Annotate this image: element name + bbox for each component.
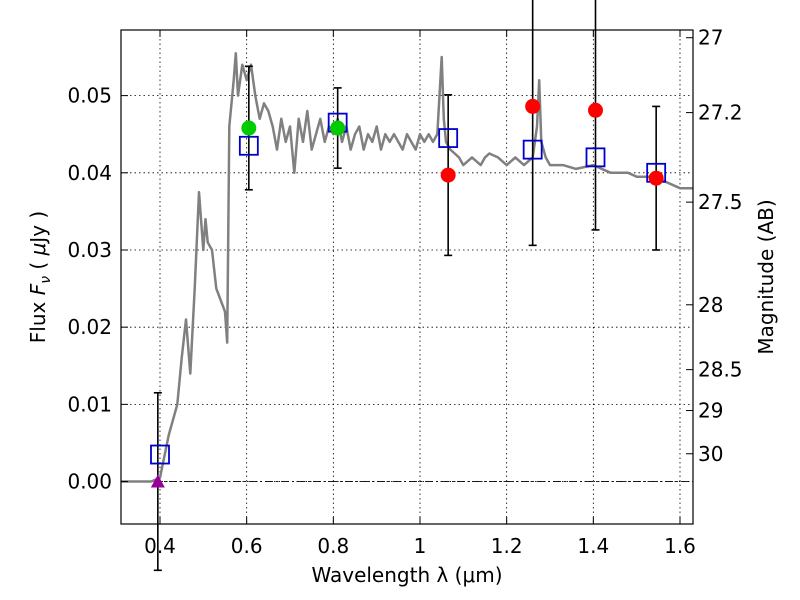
right-tick-label: 28	[698, 293, 723, 317]
x-tick-label: 1.2	[491, 534, 523, 558]
model-flux-square	[522, 139, 543, 160]
x-tick-label: 0.8	[317, 534, 349, 558]
hst-flux-point	[241, 120, 257, 136]
x-tick-label: 1.6	[664, 534, 696, 558]
x-tick-label: 1.4	[577, 534, 609, 558]
nir-flux-point	[440, 167, 456, 183]
model-flux-square	[150, 444, 170, 465]
right-tick-label: 27.5	[698, 190, 743, 214]
y-axis-title: Flux Fν ( μJy )	[26, 211, 54, 343]
plot-frame	[120, 29, 694, 525]
x-tick-label: 1	[414, 534, 427, 558]
right-axis-title: Magnitude (AB)	[754, 199, 778, 354]
model-flux-square	[585, 147, 606, 168]
right-tick-label: 28.5	[698, 358, 743, 382]
model-flux-square	[438, 128, 459, 148]
y-tick-label: 0.03	[67, 238, 112, 262]
plot-background	[121, 30, 693, 524]
y-tick-label: 0.02	[67, 315, 112, 339]
nondetection-triangle	[150, 474, 165, 488]
ticks-layer: 0.4 0.6 0.8 1 1.2 1.4 1.6 0.00 0.01 0.02 0.03 0.04 0…	[67, 26, 742, 558]
model-spectrum-line	[121, 51, 693, 483]
model-flux-square	[238, 135, 259, 156]
y-tick-label: 0.00	[67, 470, 112, 494]
right-tick-label: 27.2	[698, 101, 743, 125]
right-tick-label: 27	[698, 26, 723, 50]
y-tick-label: 0.04	[67, 161, 112, 185]
nir-flux-point	[648, 170, 664, 186]
y-tick-label: 0.05	[67, 84, 112, 108]
y-tick-label: 0.01	[67, 392, 112, 416]
nir-flux-point	[588, 102, 603, 118]
right-tick-label: 30	[698, 442, 723, 466]
x-tick-label: 0.6	[231, 534, 263, 558]
nir-flux-point	[525, 98, 541, 114]
x-tick-label: 0.4	[144, 534, 176, 558]
hst-flux-point	[330, 120, 346, 136]
right-tick-label: 29	[698, 399, 723, 423]
x-axis-title: Wavelength λ (μm)	[311, 563, 502, 587]
